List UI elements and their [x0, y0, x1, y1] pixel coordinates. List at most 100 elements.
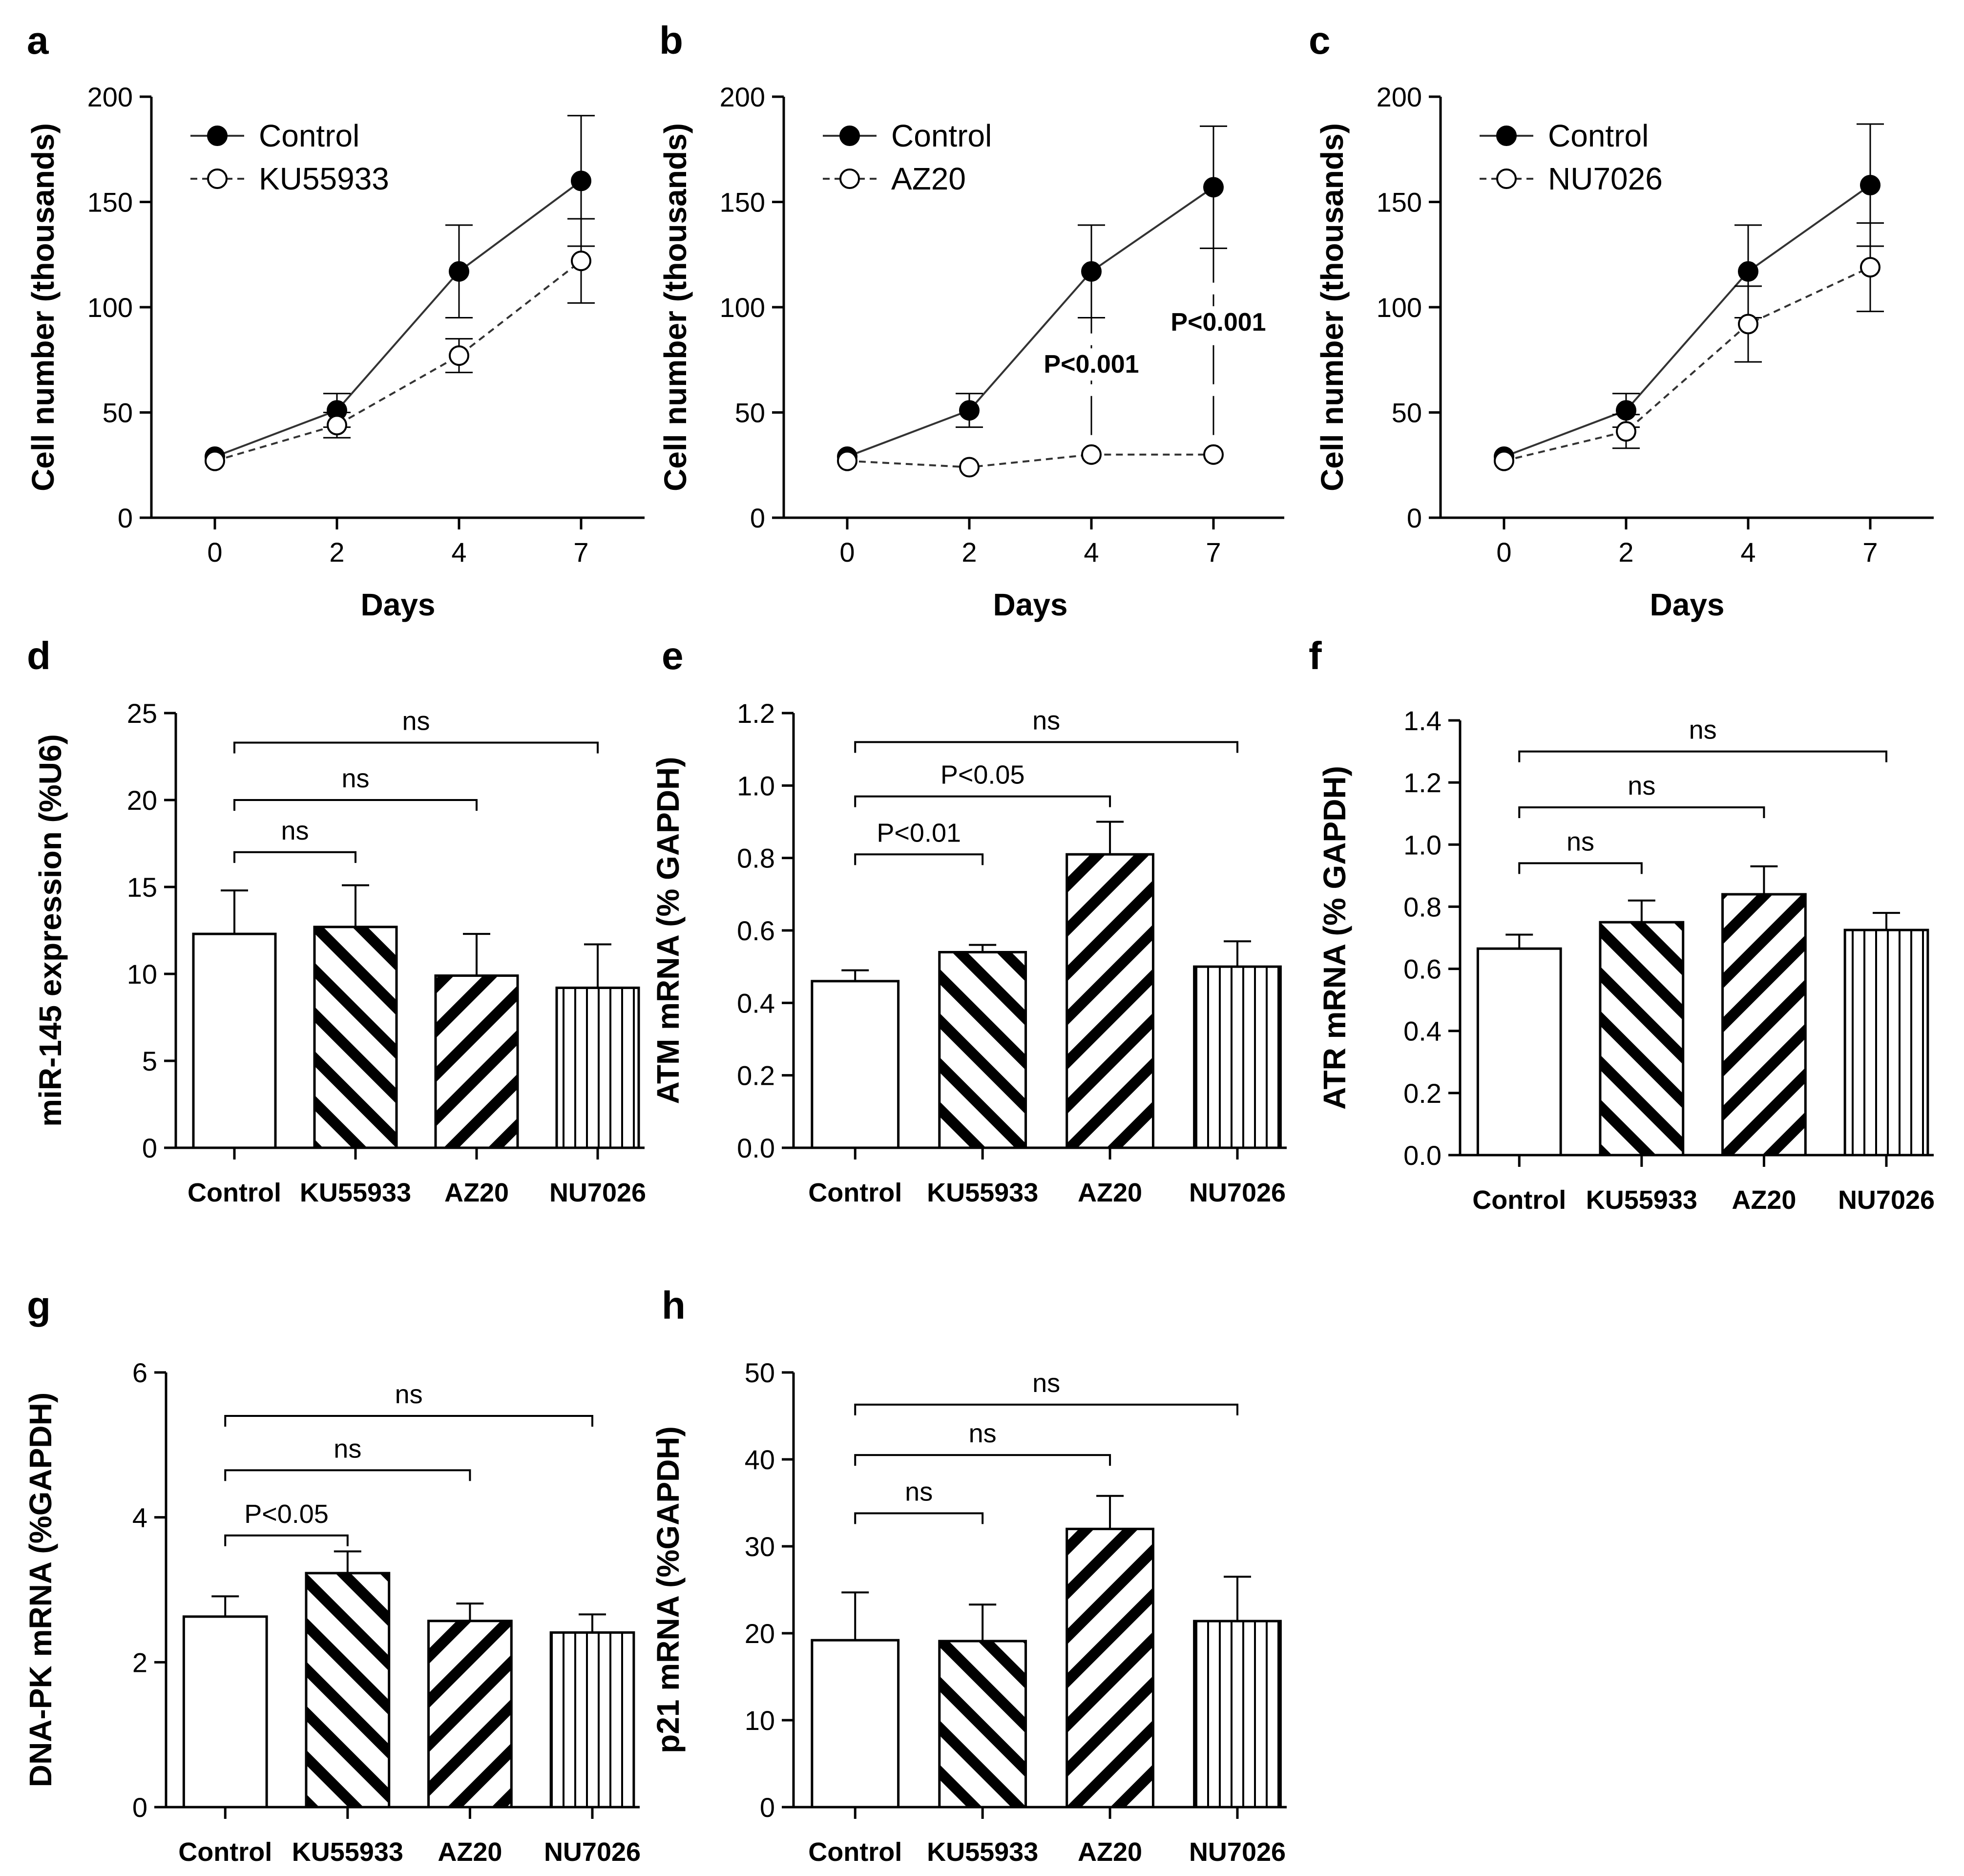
y-tick-label: 30 [745, 1531, 775, 1562]
significance-bracket [233, 851, 356, 863]
annotation-background [1035, 348, 1148, 381]
x-axis-title: Days [1650, 587, 1725, 622]
bracket-label: ns [1032, 706, 1060, 735]
significance-bracket [224, 1415, 593, 1427]
category-label: NU7026 [544, 1837, 641, 1867]
data-point [1738, 314, 1758, 335]
data-point [1738, 261, 1758, 282]
data-point [1494, 450, 1514, 471]
y-tick-label: 200 [87, 82, 133, 112]
category-label: KU55933 [927, 1837, 1038, 1867]
data-point [571, 251, 591, 272]
bar-control [192, 932, 277, 1149]
data-point [571, 170, 591, 191]
series-line-nu7026 [1504, 266, 1871, 462]
bar-az20 [434, 974, 519, 1149]
panel-letter: d [27, 634, 51, 677]
bracket-label: ns [905, 1477, 933, 1506]
panel-letter: h [662, 1284, 686, 1327]
y-tick-label: 0.4 [737, 988, 775, 1018]
y-axis-title: ATM mRNA (% GAPDH) [650, 757, 686, 1104]
category-label: KU55933 [292, 1837, 403, 1867]
data-point [449, 261, 469, 282]
bracket-label: ns [334, 1434, 361, 1463]
significance-bracket [854, 1512, 984, 1524]
significance-bracket [854, 853, 984, 865]
x-tick-label: 2 [961, 537, 977, 568]
y-tick-label: 150 [720, 187, 765, 218]
significance-bracket [854, 1403, 1238, 1415]
category-label: AZ20 [1078, 1178, 1142, 1207]
y-tick-label: 10 [745, 1705, 775, 1736]
category-label: KU55933 [1586, 1185, 1697, 1215]
y-tick-label: 200 [720, 82, 765, 112]
bracket-label: P<0.01 [877, 818, 961, 847]
bar-control [811, 1639, 900, 1809]
panel-f: f 0.0 0.2 0.4 0.6 0.8 1.0 1.2 1.4 ATR mRNA (% GAP… [1309, 634, 1935, 1215]
significance-bracket [1518, 750, 1887, 762]
x-tick-label: 4 [1740, 537, 1755, 568]
y-tick-label: 100 [720, 292, 765, 323]
panel-g: g 0 2 4 6 DNA-PK mRNA (%GAPDH) Control KU55933 A… [23, 1284, 641, 1867]
significance-bracket [233, 799, 478, 811]
x-tick-label: 7 [1862, 537, 1878, 568]
y-tick-label: 0 [1407, 503, 1422, 533]
bar-control [182, 1615, 268, 1809]
y-tick-label: 4 [132, 1502, 147, 1533]
legend-marker [1496, 126, 1517, 146]
y-tick-label: 20 [127, 785, 157, 816]
y-axis-title: miR-145 expression (%U6) [33, 734, 68, 1127]
legend-marker [207, 169, 228, 189]
x-tick-label: 4 [451, 537, 466, 568]
series-line-control [847, 186, 1214, 458]
legend-marker [839, 126, 860, 146]
series-line-az20 [847, 453, 1213, 468]
legend-label: Control [891, 118, 992, 153]
series-line-control [214, 180, 582, 458]
significance-bracket [224, 1469, 471, 1481]
legend-label: NU7026 [1548, 161, 1663, 196]
significance-bracket [1518, 862, 1643, 874]
panel-e: e 0.0 0.2 0.4 0.6 0.8 1.0 1.2 ATM mRNA (% GAPDH)… [650, 634, 1287, 1207]
y-tick-label: 100 [1377, 292, 1422, 323]
bracket-label: ns [1628, 771, 1655, 801]
y-tick-label: 50 [745, 1357, 775, 1388]
x-tick-label: 7 [573, 537, 588, 568]
y-axis-title: Cell number (thousands) [658, 123, 693, 491]
y-tick-label: 1.4 [1403, 705, 1442, 736]
bracket-label: ns [281, 816, 309, 845]
legend-label: AZ20 [891, 161, 966, 196]
bar-ku55933 [938, 951, 1027, 1149]
legend-marker [207, 126, 228, 146]
x-axis-title: Days [361, 587, 436, 622]
bar-az20 [1721, 893, 1807, 1157]
bracket-label: P<0.05 [244, 1499, 329, 1529]
panel-letter: f [1309, 634, 1322, 677]
y-axis-title: DNA-PK mRNA (%GAPDH) [23, 1392, 58, 1787]
bar-nu7026 [555, 986, 640, 1149]
legend-marker [839, 169, 860, 189]
bar-control [811, 980, 900, 1149]
significance-bracket [1518, 806, 1765, 818]
panel-b: b 0 50 100 150 200 Cell number (thousands) 0 2 4 7… [658, 19, 1284, 622]
y-tick-label: 0.8 [737, 843, 775, 874]
y-tick-label: 0.6 [737, 915, 775, 946]
data-point [1081, 261, 1102, 282]
series-line-control [1504, 184, 1871, 458]
y-tick-label: 2 [132, 1647, 147, 1678]
y-tick-label: 10 [127, 959, 157, 990]
y-tick-label: 0.6 [1403, 954, 1442, 985]
significance-bracket [233, 741, 599, 754]
bar-ku55933 [1599, 921, 1685, 1157]
bar-ku55933 [938, 1640, 1027, 1809]
category-label: Control [178, 1837, 272, 1867]
bar-nu7026 [1193, 965, 1282, 1149]
y-tick-label: 0.8 [1403, 891, 1442, 922]
category-label: Control [808, 1178, 902, 1207]
panel-letter: c [1309, 19, 1331, 62]
panel-h: h 0 10 20 30 40 50 p21 mRNA (%GAPDH) Control KU55… [650, 1284, 1287, 1867]
bar-ku55933 [313, 926, 398, 1149]
category-label: AZ20 [1078, 1837, 1142, 1867]
x-axis-title: Days [993, 587, 1068, 622]
